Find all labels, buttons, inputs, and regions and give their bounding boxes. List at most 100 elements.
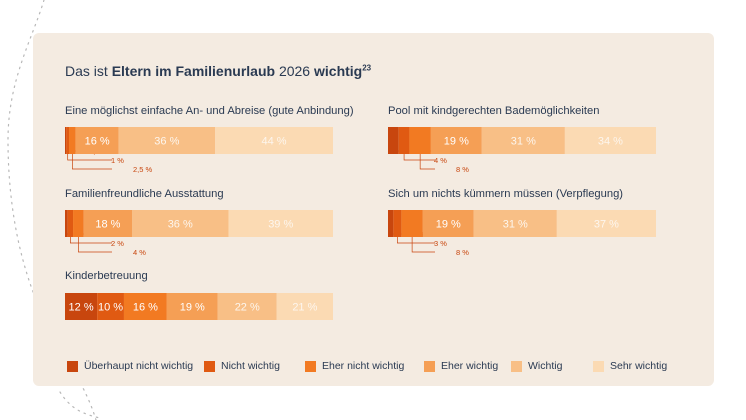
bar-label-eher-wichtig: 18 % <box>95 219 120 231</box>
bar-segment-eher-nicht-wichtig <box>123 293 167 320</box>
bar-label-eher-nicht-wichtig: 4 % <box>133 248 146 257</box>
bar-segment-eher-wichtig <box>430 127 482 154</box>
bar-segment-sehr-wichtig <box>564 127 656 154</box>
chart-title-verpflegung: Sich um nichts kümmern müssen (Verpflegu… <box>388 188 624 200</box>
bar-segment-nicht-wichtig <box>97 293 124 320</box>
legend-swatch <box>424 360 435 372</box>
chart-an-abreise: 0,5 %1 %2,5 %16 %36 %44 % <box>65 127 333 174</box>
bar-label-ueberhaupt-nicht-wichtig: 12 % <box>69 302 94 314</box>
bar-segment-sehr-wichtig <box>276 293 333 320</box>
bar-segment-eher-nicht-wichtig <box>69 127 76 154</box>
bar-label-nicht-wichtig: 10 % <box>98 302 123 314</box>
chart-kinderbetreuung: 12 % 10 % 16 % 19 % 22 % 21 % <box>65 293 333 320</box>
bar-label-sehr-wichtig: 37 % <box>594 219 619 231</box>
legend-swatch <box>305 360 316 372</box>
title-footnote: 23 <box>362 63 372 73</box>
legend-swatch <box>593 360 604 372</box>
legend-label: Sehr wichtig <box>610 360 668 372</box>
bar-segment-ueberhaupt-nicht-wichtig <box>65 127 67 154</box>
leader-line-eher-nicht-wichtig <box>419 154 435 170</box>
leader-line-eher-nicht-wichtig <box>72 154 112 170</box>
bar-segment-wichtig <box>217 293 277 320</box>
bar-segment-eher-wichtig <box>75 127 119 154</box>
chart-title-pool: Pool mit kindgerechten Bademöglichkeiten <box>388 105 600 117</box>
bar-label-eher-wichtig: 16 % <box>85 136 110 148</box>
bar-segment-ueberhaupt-nicht-wichtig <box>388 127 399 154</box>
bar-label-eher-wichtig: 19 % <box>444 136 469 148</box>
bar-segment-nicht-wichtig <box>67 210 74 237</box>
dotted-curve-bottom <box>59 391 101 419</box>
bar-label-wichtig: 31 % <box>511 136 536 148</box>
bar-label-nicht-wichtig: 2 % <box>111 239 124 248</box>
bar-segment-wichtig <box>118 127 216 154</box>
chart-card: Das ist Eltern im Familienurlaub 2026 wi… <box>33 33 714 386</box>
page-title: Das ist Eltern im Familienurlaub 2026 wi… <box>65 63 371 79</box>
bar-label-eher-wichtig: 19 % <box>180 302 205 314</box>
bar-label-eher-nicht-wichtig: 16 % <box>133 302 158 314</box>
leader-line-nicht-wichtig <box>70 237 112 244</box>
chart-verpflegung: 2 %3 %8 %19 %31 %37 % <box>388 210 656 257</box>
bar-label-sehr-wichtig: 21 % <box>292 302 317 314</box>
leader-line-nicht-wichtig <box>397 237 435 244</box>
bar-segment-nicht-wichtig <box>66 127 70 154</box>
bar-segment-wichtig <box>481 127 565 154</box>
legend-item-eher-nicht-wichtig: Eher nicht wichtig <box>305 360 404 372</box>
legend-item-sehr-wichtig: Sehr wichtig <box>593 360 667 372</box>
bar-label-eher-wichtig: 19 % <box>436 219 461 231</box>
bar-label-wichtig: 31 % <box>503 219 528 231</box>
bar-label-eher-nicht-wichtig: 8 % <box>456 248 469 257</box>
title-bold-b: wichtig <box>314 63 363 79</box>
legend-swatch <box>204 360 215 372</box>
bar-segment-eher-nicht-wichtig <box>401 210 423 237</box>
chart-pool: 4 %4 %8 %19 %31 %34 % <box>388 127 656 174</box>
chart-title-ausstattung: Familienfreundliche Ausstattung <box>65 188 224 200</box>
bar-label-sehr-wichtig: 34 % <box>598 136 623 148</box>
bar-segment-sehr-wichtig <box>215 127 333 154</box>
bar-segment-eher-nicht-wichtig <box>73 210 84 237</box>
bar-label-nicht-wichtig: 4 % <box>434 156 447 165</box>
bar-segment-eher-wichtig <box>83 210 132 237</box>
bar-segment-wichtig <box>132 210 229 237</box>
bar-label-nicht-wichtig: 3 % <box>434 239 447 248</box>
legend-label: Eher wichtig <box>441 360 499 372</box>
bar-label-eher-nicht-wichtig: 2,5 % <box>133 165 153 174</box>
legend: Überhaupt nicht wichtig Nicht wichtig Eher… <box>67 360 687 374</box>
legend-item-wichtig: Wichtig <box>511 360 562 372</box>
bar-segment-ueberhaupt-nicht-wichtig <box>65 293 98 320</box>
bar-label-sehr-wichtig: 44 % <box>262 136 287 148</box>
bar-segment-eher-nicht-wichtig <box>409 127 431 154</box>
legend-item-ueberhaupt-nicht-wichtig: Überhaupt nicht wichtig <box>67 360 193 372</box>
legend-label: Überhaupt nicht wichtig <box>84 360 194 372</box>
legend-swatch <box>511 360 522 372</box>
chart-title-kinderbetreuung: Kinderbetreuung <box>65 270 148 282</box>
bar-segment-nicht-wichtig <box>398 127 410 154</box>
bar-label-nicht-wichtig: 1 % <box>111 156 124 165</box>
bar-segment-wichtig <box>473 210 557 237</box>
legend-label: Wichtig <box>528 360 563 372</box>
legend-swatch <box>67 360 78 372</box>
chart-ausstattung: 1 %2 %4 %18 %36 %39 % <box>65 210 333 257</box>
bar-label-eher-nicht-wichtig: 8 % <box>456 165 469 174</box>
bar-segment-sehr-wichtig <box>556 210 656 237</box>
bar-label-wichtig: 22 % <box>235 302 260 314</box>
bar-label-sehr-wichtig: 39 % <box>268 219 293 231</box>
legend-label: Eher nicht wichtig <box>322 360 405 372</box>
leader-line-eher-nicht-wichtig <box>411 237 435 253</box>
bar-segment-nicht-wichtig <box>393 210 402 237</box>
chart-title-an-abreise: Eine möglichst einfache An- und Abreise … <box>65 105 354 117</box>
title-middle: 2026 <box>275 63 314 79</box>
bar-segment-sehr-wichtig <box>228 210 333 237</box>
legend-item-nicht-wichtig: Nicht wichtig <box>204 360 280 372</box>
bar-segment-ueberhaupt-nicht-wichtig <box>388 210 394 237</box>
title-prefix: Das ist <box>65 63 112 79</box>
bar-segment-eher-wichtig <box>422 210 474 237</box>
bar-label-wichtig: 36 % <box>154 136 179 148</box>
leader-line-nicht-wichtig <box>403 154 435 161</box>
bar-label-wichtig: 36 % <box>168 219 193 231</box>
legend-item-eher-wichtig: Eher wichtig <box>424 360 498 372</box>
legend-label: Nicht wichtig <box>221 360 280 372</box>
bar-segment-ueberhaupt-nicht-wichtig <box>65 210 68 237</box>
bar-segment-eher-wichtig <box>166 293 218 320</box>
title-bold-a: Eltern im Familienurlaub <box>111 63 276 79</box>
